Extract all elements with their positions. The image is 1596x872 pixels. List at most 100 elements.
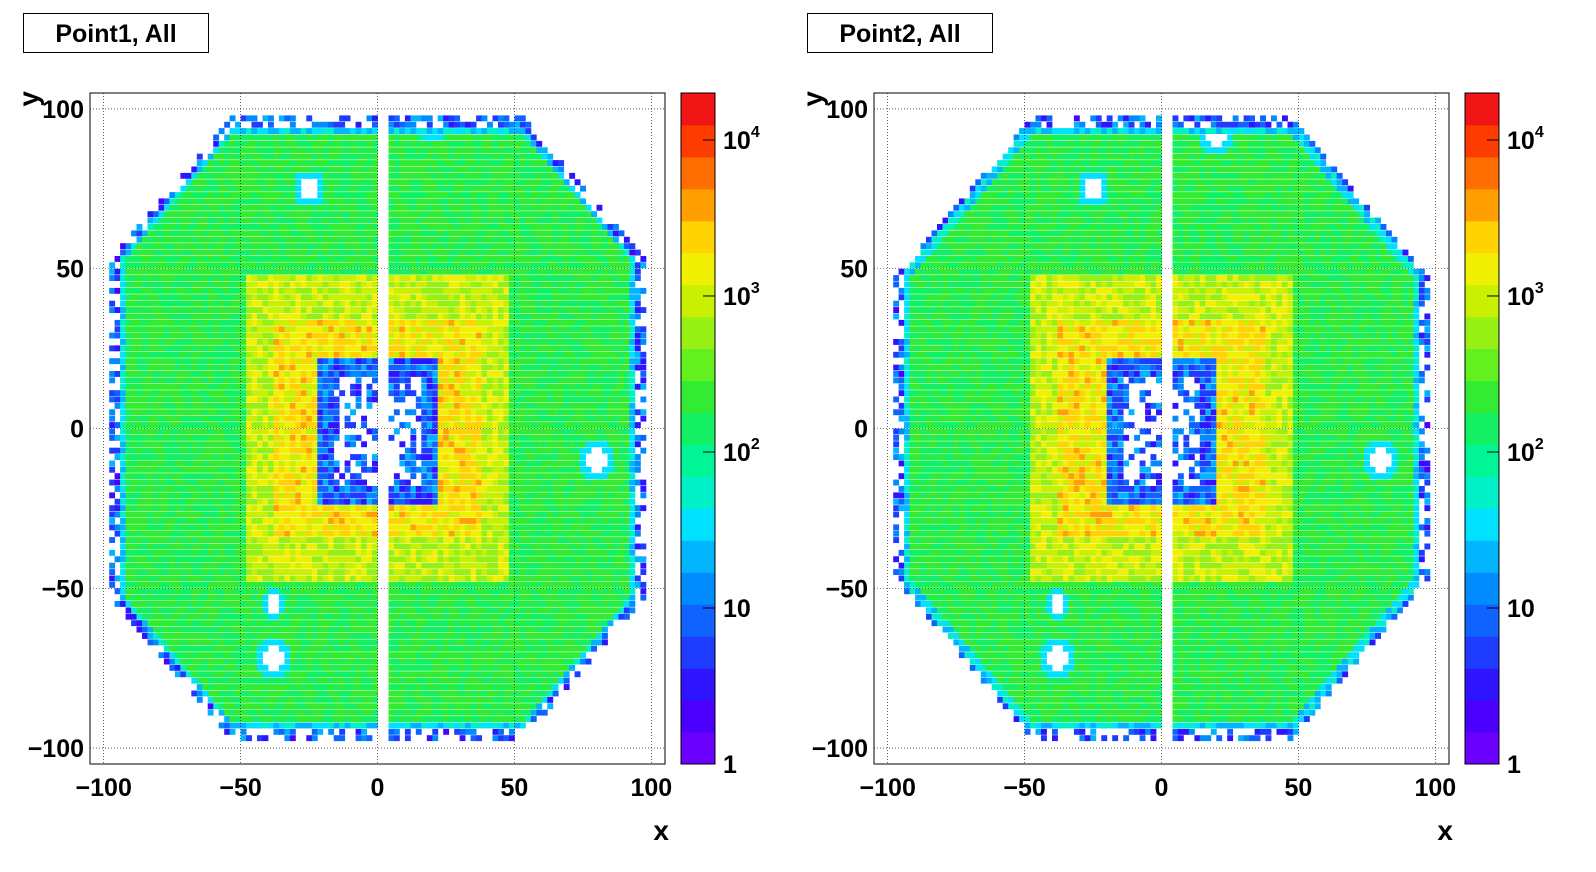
heatmap-cell (393, 345, 400, 352)
heatmap-cell (372, 256, 378, 262)
heatmap-cell (322, 383, 329, 390)
heatmap-cell (421, 454, 428, 460)
heatmap-cell (158, 473, 165, 480)
heatmap-cell (333, 530, 340, 537)
heatmap-cell (180, 262, 187, 269)
heatmap-cell (322, 454, 329, 460)
heatmap-cell (180, 645, 187, 652)
heatmap-cell (268, 236, 274, 243)
heatmap-cell (322, 549, 329, 556)
heatmap-cell (399, 518, 406, 524)
heatmap-cell (196, 447, 203, 454)
heatmap-cell (284, 735, 291, 742)
heatmap-cell (120, 409, 126, 416)
heatmap-cell (246, 735, 252, 742)
heatmap-cell (153, 454, 159, 460)
heatmap-cell (207, 639, 214, 646)
heatmap-cell (295, 275, 302, 281)
heatmap-cell (131, 486, 137, 492)
heatmap-cell (361, 530, 367, 537)
heatmap-cell (300, 588, 307, 595)
heatmap-cell (443, 709, 450, 716)
heatmap-cell (366, 300, 373, 307)
heatmap-cell (218, 140, 225, 147)
heatmap-cell (191, 441, 198, 448)
heatmap-cell (322, 588, 329, 595)
heatmap-cell (339, 198, 346, 205)
heatmap-cell (147, 256, 154, 262)
heatmap-cell (443, 690, 450, 697)
heatmap-cell (125, 556, 132, 563)
heatmap-cell (289, 179, 296, 186)
heatmap-cell (388, 313, 395, 320)
heatmap-cell (191, 339, 198, 345)
heatmap-cell (158, 230, 165, 237)
heatmap-cell (284, 236, 291, 243)
heatmap-cell (284, 204, 291, 211)
heatmap-cell (317, 696, 324, 703)
heatmap-cell (235, 256, 241, 262)
heatmap-cell (191, 498, 198, 505)
heatmap-cell (257, 147, 263, 154)
heatmap-cell (317, 172, 324, 179)
heatmap-cell (185, 645, 192, 652)
heatmap-cell (344, 364, 351, 371)
heatmap-cell (333, 262, 340, 269)
heatmap-cell (372, 115, 378, 122)
heatmap-cell (289, 505, 296, 512)
heatmap-cell (350, 671, 356, 678)
heatmap-cell (169, 645, 176, 652)
heatmap-cell (169, 543, 176, 550)
heatmap-cell (388, 684, 395, 690)
heatmap-cell (437, 396, 444, 403)
heatmap-cell (213, 211, 220, 218)
heatmap-cell (328, 422, 335, 428)
heatmap-cell (289, 722, 296, 729)
heatmap-cell (399, 671, 406, 678)
heatmap-cell (207, 236, 214, 243)
heatmap-cell (317, 524, 324, 531)
heatmap-cell (388, 607, 395, 614)
heatmap-cell (174, 581, 181, 588)
heatmap-cell (180, 287, 187, 294)
heatmap-cell (268, 198, 274, 205)
heatmap-cell (136, 390, 143, 397)
heatmap-cell (229, 415, 236, 422)
heatmap-cell (421, 217, 428, 224)
heatmap-cell (142, 287, 148, 294)
heatmap-cell (328, 339, 335, 345)
heatmap-cell (426, 140, 433, 147)
heatmap-cell (147, 402, 154, 409)
heatmap-cell (339, 217, 346, 224)
heatmap-cell (158, 262, 165, 269)
heatmap-cell (158, 319, 165, 326)
heatmap-cell (153, 613, 159, 620)
heatmap-cell (333, 479, 340, 486)
heatmap-cell (295, 588, 302, 595)
heatmap-cell (404, 115, 411, 122)
heatmap-cell (410, 192, 417, 198)
heatmap-cell (163, 415, 170, 422)
heatmap-cell (273, 447, 280, 454)
heatmap-cell (366, 140, 373, 147)
heatmap-cell (185, 671, 192, 678)
heatmap-cell (295, 262, 302, 269)
heatmap-cell (196, 454, 203, 460)
heatmap-cell (180, 524, 187, 531)
heatmap-cell (339, 345, 346, 352)
heatmap-cell (131, 307, 137, 313)
heatmap-cell (344, 243, 351, 250)
heatmap-cell (218, 511, 225, 518)
heatmap-cell (393, 211, 400, 218)
heatmap-cell (240, 224, 247, 230)
heatmap-cell (191, 422, 198, 428)
heatmap-cell (372, 652, 378, 659)
heatmap-cell (443, 684, 450, 690)
heatmap-cell (289, 549, 296, 556)
heatmap-cell (399, 396, 406, 403)
heatmap-cell (366, 134, 373, 141)
heatmap-cell (257, 313, 263, 320)
heatmap-cell (262, 575, 269, 582)
heatmap-cell (202, 172, 209, 179)
heatmap-cell (421, 639, 428, 646)
